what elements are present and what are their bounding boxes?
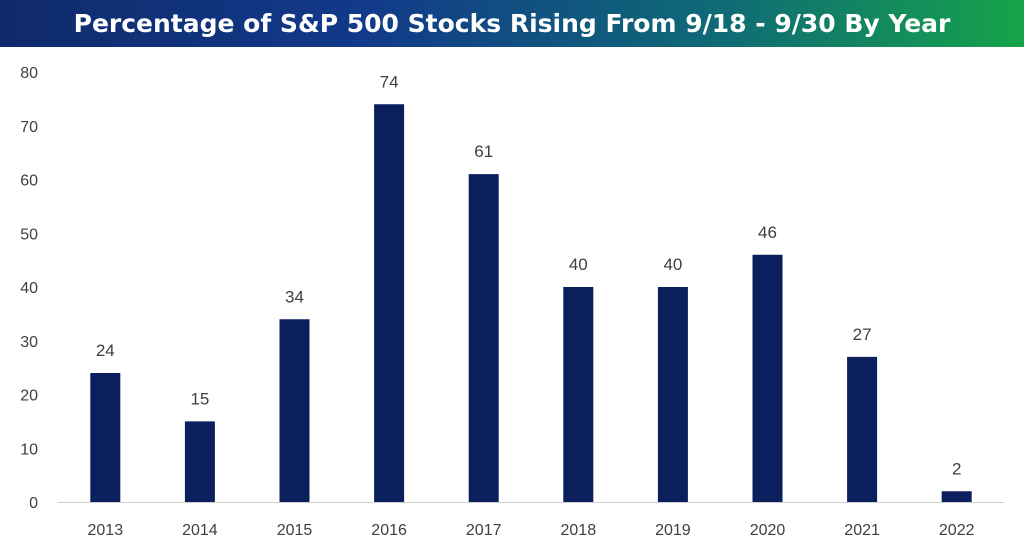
x-tick-label: 2020 xyxy=(750,522,786,539)
y-tick-label: 40 xyxy=(20,280,38,297)
bar-2015 xyxy=(279,319,310,502)
data-labels: 24 15 34 74 61 40 40 46 27 2 xyxy=(96,72,962,478)
bar-2019 xyxy=(657,287,688,502)
bar-2016 xyxy=(374,104,405,502)
data-label-2019: 40 xyxy=(663,255,682,274)
bar-series xyxy=(90,104,972,502)
title-banner: Percentage of S&P 500 Stocks Rising From… xyxy=(0,0,1024,47)
bar-2022 xyxy=(941,491,972,502)
x-tick-label: 2021 xyxy=(844,522,880,539)
y-tick-label: 60 xyxy=(20,173,38,190)
bar-2018 xyxy=(563,287,594,502)
x-tick-label: 2013 xyxy=(88,522,124,539)
x-tick-label: 2016 xyxy=(371,522,407,539)
y-tick-label: 30 xyxy=(20,334,38,351)
chart-title: Percentage of S&P 500 Stocks Rising From… xyxy=(73,9,951,38)
x-tick-label: 2022 xyxy=(939,522,975,539)
x-tick-label: 2018 xyxy=(561,522,597,539)
data-label-2018: 40 xyxy=(569,255,588,274)
data-label-2015: 34 xyxy=(285,287,304,306)
bar-2013 xyxy=(90,373,121,502)
data-label-2020: 46 xyxy=(758,223,777,242)
bar-2021 xyxy=(847,356,878,502)
x-tick-label: 2017 xyxy=(466,522,502,539)
bar-2014 xyxy=(184,421,215,502)
data-label-2017: 61 xyxy=(474,142,493,161)
data-label-2014: 15 xyxy=(190,389,209,408)
x-axis: 2013 2014 2015 2016 2017 2018 2019 2020 2021 2022 xyxy=(58,502,1004,539)
data-label-2013: 24 xyxy=(96,341,115,360)
x-tick-label: 2015 xyxy=(277,522,313,539)
bar-2020 xyxy=(752,254,783,502)
x-tick-label: 2014 xyxy=(182,522,218,539)
y-tick-label: 0 xyxy=(29,495,38,512)
x-tick-label: 2019 xyxy=(655,522,691,539)
y-tick-label: 20 xyxy=(20,388,38,405)
y-axis: 0 10 20 30 40 50 60 70 80 xyxy=(20,65,38,512)
y-tick-label: 80 xyxy=(20,65,38,82)
y-tick-label: 10 xyxy=(20,441,38,458)
y-tick-label: 70 xyxy=(20,119,38,136)
data-label-2022: 2 xyxy=(952,459,961,478)
bar-2017 xyxy=(468,174,499,502)
y-tick-label: 50 xyxy=(20,226,38,243)
data-label-2021: 27 xyxy=(853,325,872,344)
data-label-2016: 74 xyxy=(380,72,399,91)
